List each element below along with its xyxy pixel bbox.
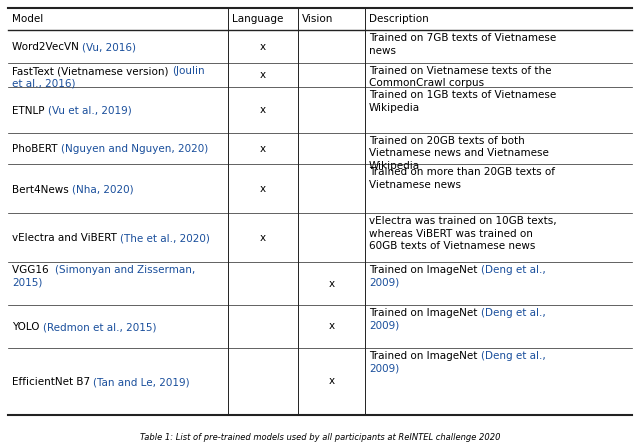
Text: x: x [260,184,266,194]
Text: x: x [260,143,266,154]
Text: x: x [328,377,335,386]
Text: Description: Description [369,14,429,24]
Text: Bert4News: Bert4News [12,185,72,194]
Text: news: news [369,45,396,56]
Text: Wikipedia: Wikipedia [369,161,420,170]
Text: Table 1: List of pre-trained models used by all participants at ReINTEL challeng: Table 1: List of pre-trained models used… [140,433,500,442]
Text: Vietnamese news and Vietnamese: Vietnamese news and Vietnamese [369,148,549,158]
Text: vElectra was trained on 10GB texts,: vElectra was trained on 10GB texts, [369,216,557,226]
Text: Model: Model [12,14,44,24]
Text: et al., 2016): et al., 2016) [12,79,76,88]
Text: 2009): 2009) [369,363,399,373]
Text: x: x [260,70,266,80]
Text: Trained on 20GB texts of both: Trained on 20GB texts of both [369,136,525,146]
Text: (The et al., 2020): (The et al., 2020) [120,234,210,243]
Text: 60GB texts of Vietnamese news: 60GB texts of Vietnamese news [369,242,536,251]
Text: (Redmon et al., 2015): (Redmon et al., 2015) [43,322,156,332]
Text: Vision: Vision [302,14,333,24]
Text: (Vu et al., 2019): (Vu et al., 2019) [48,106,131,116]
Text: (Nha, 2020): (Nha, 2020) [72,185,134,194]
Text: (Simonyan and Zisserman,: (Simonyan and Zisserman, [55,265,195,275]
Text: Trained on 7GB texts of Vietnamese: Trained on 7GB texts of Vietnamese [369,33,556,43]
Text: x: x [328,279,335,289]
Text: 2009): 2009) [369,278,399,288]
Text: PhoBERT: PhoBERT [12,144,61,154]
Text: Vietnamese news: Vietnamese news [369,180,461,190]
Text: 2015): 2015) [12,278,42,288]
Text: YOLO: YOLO [12,322,43,332]
Text: Trained on ImageNet: Trained on ImageNet [369,351,481,361]
Text: (Deng et al.,: (Deng et al., [481,308,545,318]
Text: (Deng et al.,: (Deng et al., [481,351,545,361]
Text: EfficientNet B7: EfficientNet B7 [12,377,93,387]
Text: ETNLP: ETNLP [12,106,48,116]
Text: Language: Language [232,14,284,24]
Text: x: x [260,105,266,115]
Text: (Tan and Le, 2019): (Tan and Le, 2019) [93,377,190,387]
Text: x: x [260,41,266,52]
Text: CommonCrawl corpus: CommonCrawl corpus [369,79,484,88]
Text: whereas ViBERT was trained on: whereas ViBERT was trained on [369,229,533,239]
Text: x: x [328,321,335,331]
Text: (Joulin: (Joulin [172,66,204,76]
Text: x: x [260,233,266,243]
Text: Word2VecVN: Word2VecVN [12,42,82,52]
Text: Trained on 1GB texts of Vietnamese: Trained on 1GB texts of Vietnamese [369,91,556,100]
Text: Trained on ImageNet: Trained on ImageNet [369,308,481,318]
Text: 2009): 2009) [369,321,399,330]
Text: FastText (Vietnamese version): FastText (Vietnamese version) [12,66,172,76]
Text: Trained on more than 20GB texts of: Trained on more than 20GB texts of [369,167,555,178]
Text: (Vu, 2016): (Vu, 2016) [82,42,136,52]
Text: vElectra and ViBERT: vElectra and ViBERT [12,234,120,243]
Text: Trained on ImageNet: Trained on ImageNet [369,265,481,275]
Text: VGG16: VGG16 [12,265,55,275]
Text: (Deng et al.,: (Deng et al., [481,265,545,275]
Text: (Nguyen and Nguyen, 2020): (Nguyen and Nguyen, 2020) [61,144,208,154]
Text: Wikipedia: Wikipedia [369,103,420,113]
Text: Trained on Vietnamese texts of the: Trained on Vietnamese texts of the [369,66,552,76]
